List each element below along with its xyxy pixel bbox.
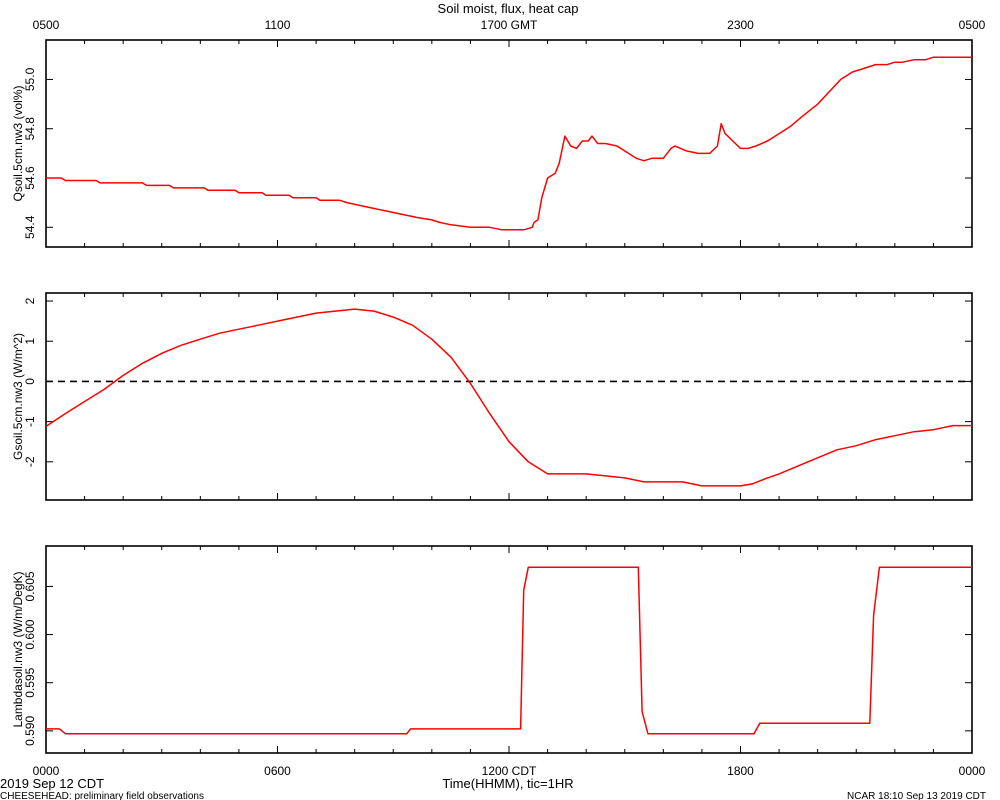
panel-frame [45,545,973,754]
bottom-tick-label: 1800 [727,764,754,778]
start-date: 2019 Sep 12 CDT [0,776,104,791]
y-tick-label: -1 [23,416,37,427]
top-axis: 0500 1100 1700 GMT 2300 0500 [33,18,986,32]
y-tick-label: 0 [23,378,37,385]
y-tick-label: 0.600 [23,619,37,649]
y-tick-label: 54.6 [23,166,37,190]
chart-title: Soil moist, flux, heat cap [438,1,579,16]
panel-frame [45,292,973,501]
top-tick-label: 2300 [727,18,754,32]
panel-frame [45,39,973,248]
project-note: CHEESEHEAD: preliminary field observatio… [0,791,204,800]
bottom-tick-label: 0000 [33,764,60,778]
generated-stamp: NCAR 18:10 Sep 13 2019 CDT [847,791,986,800]
top-tick-label: 1100 [265,18,291,32]
bottom-axis: 0000 0600 1200 CDT 1800 0000 [33,764,986,778]
y-tick-label: 0.590 [23,716,37,746]
y-tick-label: 0.605 [23,571,37,601]
bottom-tick-label: 0600 [264,764,291,778]
y-axis-label: Lambdasoil.nw3 (W/m/DegK) [11,571,25,727]
y-tick-label: 54.8 [23,117,37,141]
series-line [46,566,972,735]
series-line [45,308,972,487]
series-line [46,56,972,231]
y-tick-label: 54.4 [23,215,37,239]
top-tick-label: 0500 [33,18,60,32]
y-tick-label: -2 [23,456,37,467]
y-axis-label: Gsoil.5cm.nw3 (W/m^2) [11,333,25,460]
bottom-tick-label: 0000 [959,764,986,778]
panel-2: -2 -1 0 1 2 Gsoil.5cm.nw3 (W/m^2) [11,292,973,501]
x-axis-label: Time(HHMM), tic=1HR [442,776,573,791]
y-tick-label: 0.595 [23,667,37,697]
top-tick-label: 1700 GMT [481,18,538,32]
bottom-tick-label: 1200 CDT [482,764,537,778]
top-tick-label: 0500 [959,18,986,32]
y-tick-label: 2 [23,297,37,304]
y-axis-label: Qsoil.5cm.nw3 (vol%) [11,85,25,201]
y-tick-label: 55.0 [23,67,37,91]
y-tick-label: 1 [23,338,37,345]
